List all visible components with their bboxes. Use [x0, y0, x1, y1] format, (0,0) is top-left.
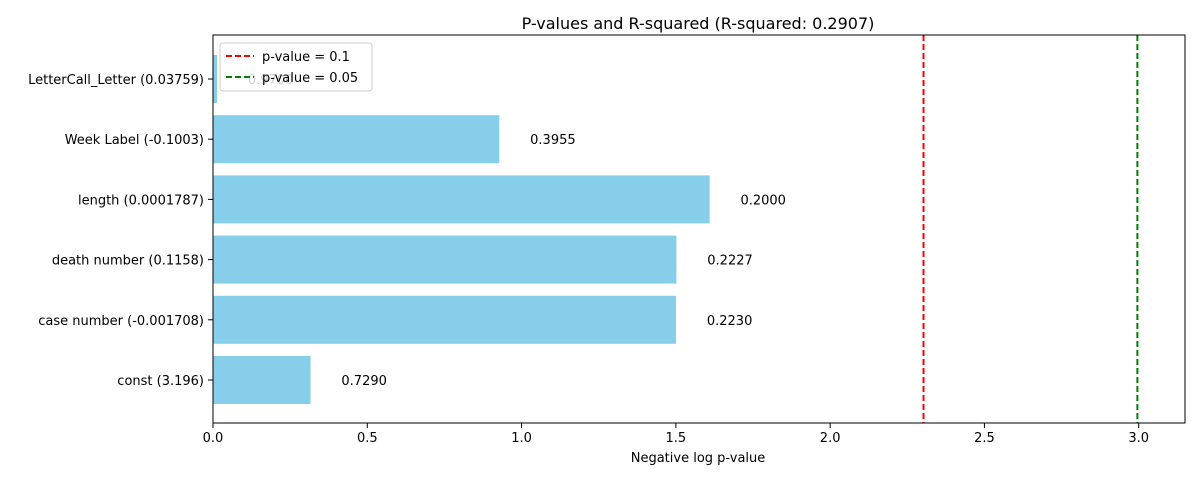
x-tick-label: 0.0 — [203, 431, 224, 446]
y-tick-label: const (3.196) — [117, 374, 204, 389]
plot-frame — [212, 34, 1186, 424]
bar-value-label: 0.2000 — [740, 193, 786, 208]
bar — [213, 295, 677, 344]
y-tick-label: case number (-0.001708) — [38, 314, 204, 329]
legend: p-value = 0.1 p-value = 0.05 — [219, 42, 373, 92]
legend-label: p-value = 0.1 — [262, 50, 350, 65]
x-tick-label: 1.5 — [666, 431, 687, 446]
bar-value-label: 0.2227 — [707, 254, 753, 269]
x-axis-label: Negative log p-value — [631, 451, 766, 466]
bar — [213, 356, 311, 404]
y-tick-label: LetterCall_Letter (0.03759) — [28, 73, 204, 88]
x-tick-label: 3.0 — [1128, 431, 1149, 446]
bar — [213, 175, 710, 224]
bar — [213, 55, 218, 103]
y-tick-label: death number (0.1158) — [52, 254, 204, 269]
x-tick-label: 0.5 — [357, 431, 378, 446]
plot-area: LetterCall_Letter (0.03759)0.9700Week La… — [28, 35, 1149, 446]
x-tick-label: 2.0 — [820, 431, 841, 446]
bar-value-label: 0.7290 — [341, 374, 387, 389]
legend-label: p-value = 0.05 — [262, 71, 358, 86]
y-tick-label: length (0.0001787) — [78, 193, 204, 208]
legend-box — [219, 42, 373, 92]
bar — [213, 235, 677, 284]
bar-value-label: 0.3955 — [530, 133, 576, 148]
x-tick-label: 1.0 — [511, 431, 532, 446]
chart-title: P-values and R-squared (R-squared: 0.290… — [522, 14, 875, 33]
bar — [213, 115, 500, 164]
y-tick-label: Week Label (-0.1003) — [65, 133, 204, 148]
bar-value-label: 0.2230 — [707, 314, 753, 329]
x-tick-label: 2.5 — [974, 431, 995, 446]
